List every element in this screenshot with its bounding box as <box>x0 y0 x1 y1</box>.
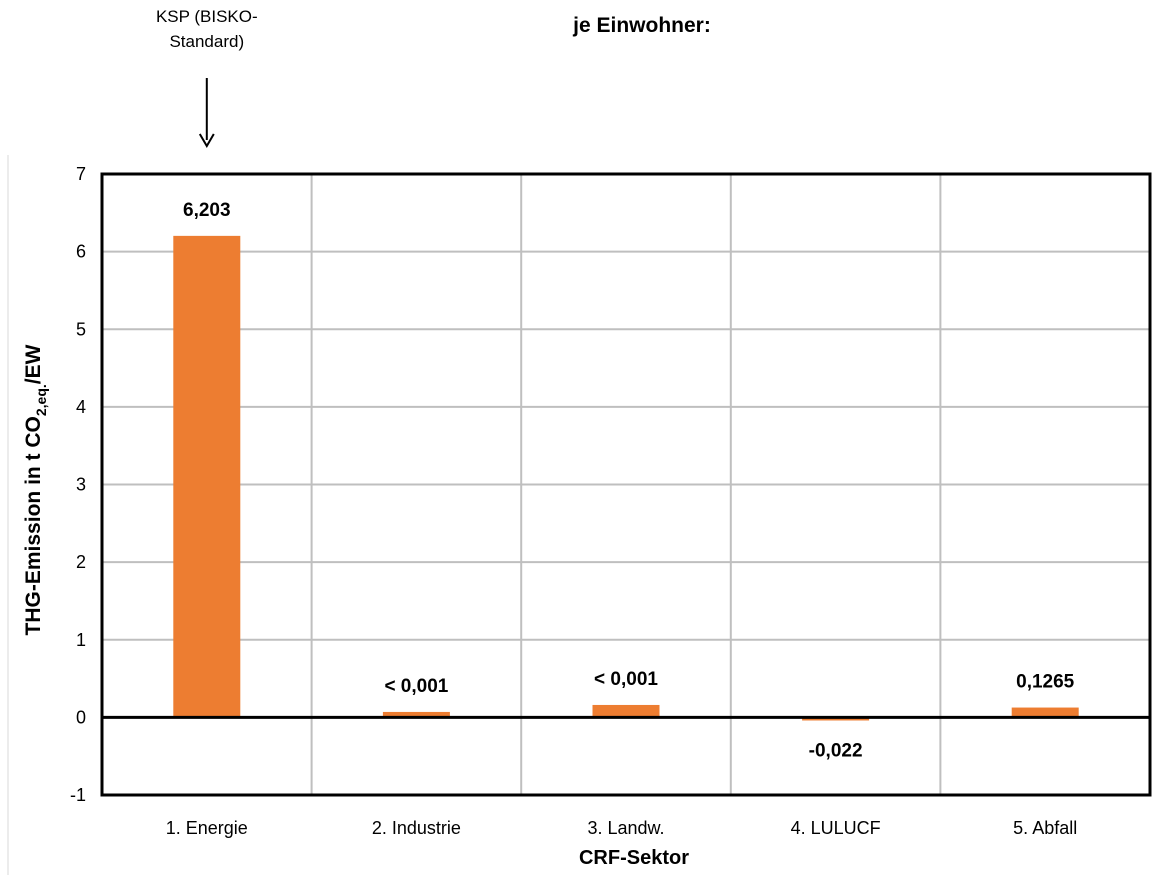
y-axis-title: THG-Emission in t CO2,eq./EW <box>22 344 49 635</box>
y-tick-label: 0 <box>76 707 86 727</box>
annotation-text: KSP (BISKO- <box>156 7 258 26</box>
x-tick-label: 5. Abfall <box>1013 818 1077 838</box>
x-tick-label: 3. Landw. <box>587 818 664 838</box>
y-tick-label: 3 <box>76 475 86 495</box>
bar <box>592 704 660 718</box>
bar <box>802 717 870 721</box>
data-label: 0,1265 <box>1016 672 1075 693</box>
plot-frame <box>100 172 1152 797</box>
y-tick-label: 2 <box>76 552 86 572</box>
x-tick-label: 1. Energie <box>166 818 248 838</box>
annotation-arrow-head <box>198 133 215 148</box>
y-axis-title-subscript: 2,eq. <box>33 384 49 416</box>
y-tick-label: 5 <box>76 319 86 339</box>
chart-title: je Einwohner: <box>572 14 711 37</box>
y-tick-label: 4 <box>76 397 86 417</box>
y-tick-label: -1 <box>70 785 86 805</box>
y-axis-title-main: THG-Emission in t CO <box>22 416 45 635</box>
data-label: -0,022 <box>809 740 863 761</box>
x-tick-labels: 1. Energie 2. Industrie 3. Landw. 4. LULUCF… <box>166 818 1077 838</box>
y-tick-label: 6 <box>76 242 86 262</box>
x-tick-label: 4. LULUCF <box>791 818 881 838</box>
data-labels: 6,203 < 0,001 < 0,001 -0,022 0,1265 <box>183 200 1075 762</box>
bars <box>173 235 1079 721</box>
annotation: KSP (BISKO- Standard) <box>156 7 258 148</box>
axes <box>7 155 1152 875</box>
y-tick-label: 7 <box>76 164 86 184</box>
y-tick-labels: -1 0 1 2 3 4 5 6 7 <box>70 164 86 805</box>
x-axis-title: CRF-Sektor <box>579 847 689 869</box>
bar <box>1011 707 1079 718</box>
data-label: < 0,001 <box>384 676 448 697</box>
y-tick-label: 1 <box>76 630 86 650</box>
gridlines <box>102 174 1150 795</box>
bar <box>382 711 450 718</box>
data-label: < 0,001 <box>594 669 658 690</box>
x-tick-label: 2. Industrie <box>372 818 461 838</box>
data-label: 6,203 <box>183 200 231 221</box>
annotation-text: Standard) <box>169 32 244 51</box>
y-axis-title-tail: /EW <box>22 344 45 384</box>
bar <box>173 235 241 718</box>
